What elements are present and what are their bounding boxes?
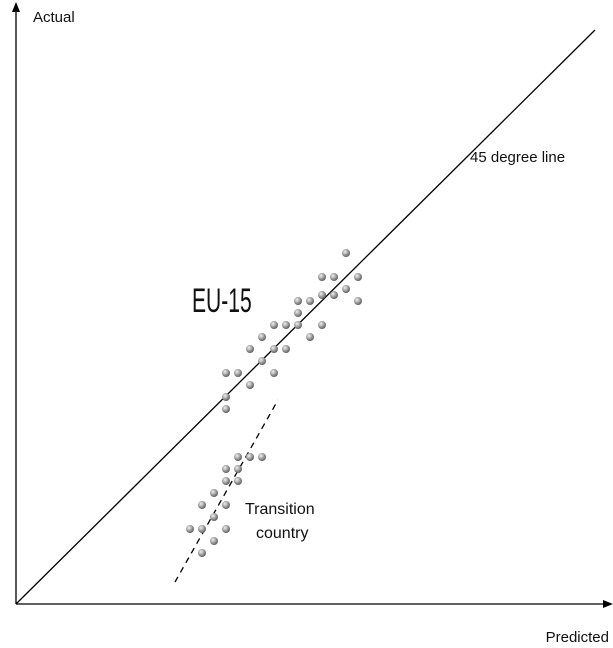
dot	[258, 357, 266, 365]
trend-line	[174, 399, 279, 583]
group-label: Transition	[245, 501, 315, 518]
dot	[342, 285, 350, 293]
x-axis-arrow	[603, 600, 613, 608]
dot	[318, 321, 326, 329]
y-axis-label: Actual	[33, 9, 75, 26]
dot	[258, 453, 266, 461]
dot	[270, 345, 278, 353]
dot	[354, 273, 362, 281]
dot	[246, 453, 254, 461]
dot	[186, 525, 194, 533]
dot	[198, 549, 206, 557]
dot	[306, 297, 314, 305]
dot	[222, 501, 230, 509]
dot	[282, 321, 290, 329]
dot	[270, 369, 278, 377]
dot	[342, 249, 350, 257]
dot	[330, 291, 338, 299]
dot	[234, 477, 242, 485]
dot	[294, 321, 302, 329]
dot	[318, 273, 326, 281]
reference-label: 45 degree line	[470, 149, 565, 166]
dot	[330, 273, 338, 281]
dot	[222, 525, 230, 533]
dot	[222, 369, 230, 377]
dot	[282, 345, 290, 353]
dot	[210, 489, 218, 497]
dot	[306, 333, 314, 341]
dot	[318, 291, 326, 299]
dot	[222, 477, 230, 485]
group-label: EU-15	[192, 281, 252, 319]
dot	[210, 537, 218, 545]
dot	[222, 405, 230, 413]
dot	[354, 297, 362, 305]
dot	[294, 297, 302, 305]
dot	[246, 345, 254, 353]
dot	[210, 513, 218, 521]
dots	[186, 249, 362, 557]
dot	[294, 309, 302, 317]
dot	[234, 465, 242, 473]
dot	[222, 465, 230, 473]
y-axis-arrow	[12, 2, 20, 12]
group-label: country	[256, 525, 308, 542]
dot	[222, 393, 230, 401]
x-axis-label: Predicted	[546, 629, 609, 646]
dot	[270, 321, 278, 329]
dot	[234, 453, 242, 461]
dot	[198, 501, 206, 509]
dot	[198, 525, 206, 533]
dot	[258, 333, 266, 341]
dot	[234, 369, 242, 377]
dot	[246, 381, 254, 389]
reference-line	[15, 29, 596, 605]
